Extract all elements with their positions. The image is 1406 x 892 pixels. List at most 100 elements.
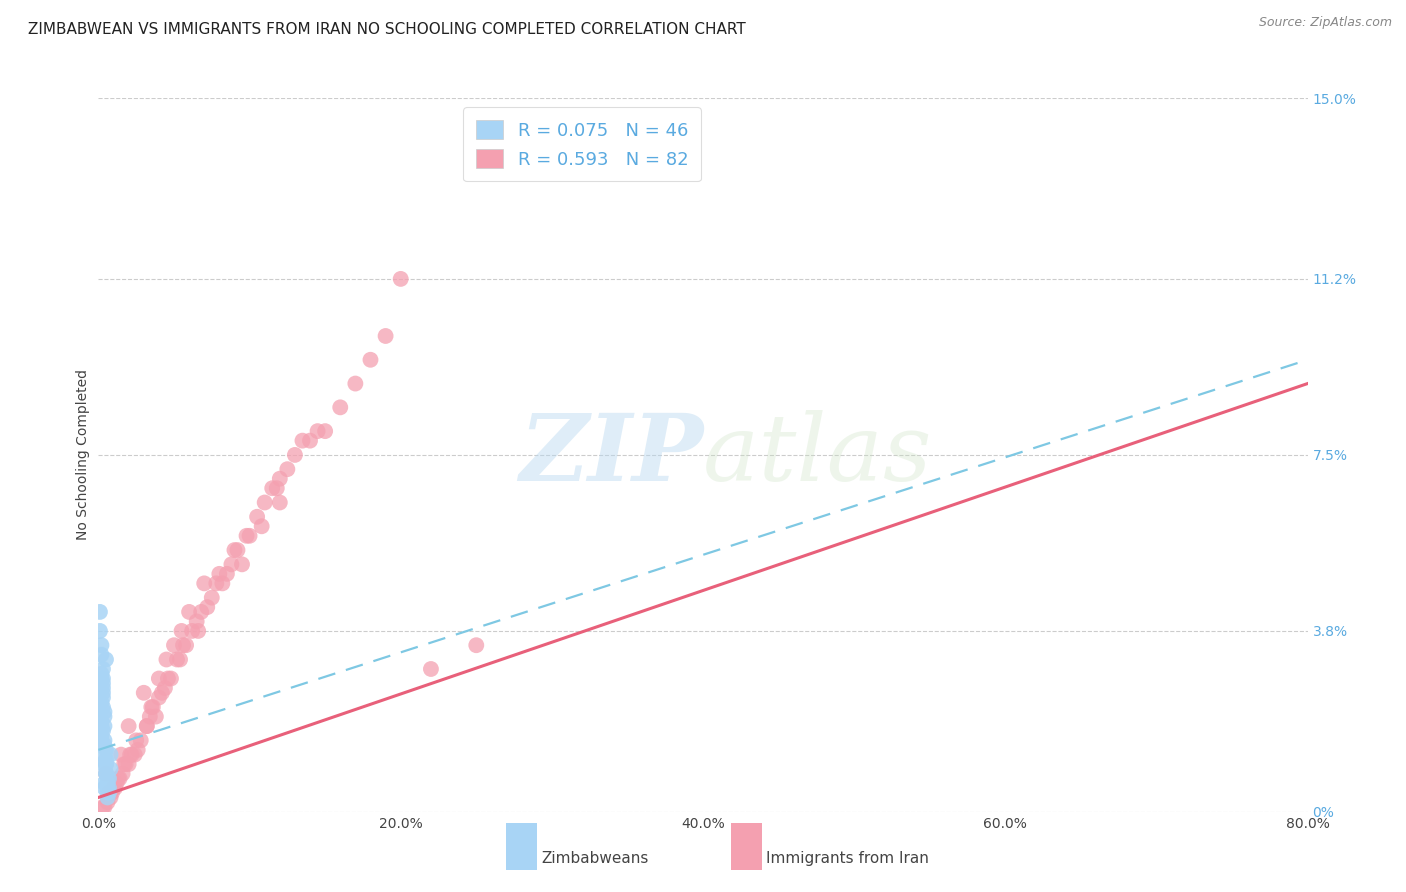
Point	[125, 733, 148, 747]
Point	[150, 686, 173, 700]
Point	[148, 672, 170, 686]
Point	[179, 605, 201, 619]
Point	[124, 747, 146, 762]
Point	[90, 666, 112, 681]
Point	[344, 376, 367, 391]
Point	[169, 652, 191, 666]
Point	[250, 519, 273, 533]
Point	[114, 757, 136, 772]
Point	[91, 757, 114, 772]
Point	[145, 709, 167, 723]
Point	[96, 790, 118, 805]
Point	[266, 481, 288, 495]
Point	[142, 700, 165, 714]
Point	[239, 529, 262, 543]
Point	[160, 672, 183, 686]
Point	[139, 709, 162, 723]
Point	[96, 776, 118, 790]
Point	[91, 690, 114, 705]
Point	[118, 719, 141, 733]
Y-axis label: No Schooling Completed: No Schooling Completed	[76, 369, 90, 541]
Point	[284, 448, 307, 462]
Point	[93, 776, 115, 790]
Point	[195, 600, 218, 615]
Point	[96, 780, 118, 795]
Point	[291, 434, 314, 448]
Point	[215, 566, 238, 581]
Point	[90, 648, 112, 662]
Point	[269, 472, 291, 486]
Point	[276, 462, 298, 476]
Point	[108, 772, 131, 786]
Point	[226, 543, 249, 558]
Point	[148, 690, 170, 705]
Point	[181, 624, 204, 638]
Point	[93, 705, 115, 719]
Point	[186, 615, 208, 629]
Point	[111, 766, 134, 780]
Point	[91, 700, 114, 714]
Point	[93, 738, 115, 752]
Point	[94, 766, 117, 780]
Point	[91, 676, 114, 690]
Point	[205, 576, 228, 591]
Text: Source: ZipAtlas.com: Source: ZipAtlas.com	[1258, 16, 1392, 29]
Point	[94, 752, 117, 766]
Point	[90, 672, 112, 686]
Point	[211, 576, 233, 591]
Point	[231, 558, 253, 572]
Point	[190, 605, 212, 619]
Point	[93, 747, 115, 762]
Point	[129, 733, 152, 747]
Text: Immigrants from Iran: Immigrants from Iran	[766, 852, 929, 866]
Point	[107, 772, 129, 786]
Point	[465, 638, 488, 652]
Point	[96, 776, 118, 790]
Point	[100, 762, 122, 776]
Point	[89, 605, 111, 619]
Point	[112, 757, 135, 772]
Point	[91, 681, 114, 695]
Point	[98, 780, 121, 795]
Point	[101, 786, 124, 800]
Point	[96, 795, 118, 809]
Point	[103, 780, 125, 795]
Point	[135, 719, 157, 733]
Point	[153, 681, 176, 695]
Point	[156, 672, 179, 686]
Point	[269, 495, 291, 509]
Point	[201, 591, 224, 605]
Point	[93, 733, 115, 747]
Point	[93, 709, 115, 723]
Point	[105, 776, 128, 790]
Point	[110, 747, 132, 762]
Text: ZIMBABWEAN VS IMMIGRANTS FROM IRAN NO SCHOOLING COMPLETED CORRELATION CHART: ZIMBABWEAN VS IMMIGRANTS FROM IRAN NO SC…	[28, 22, 745, 37]
Point	[91, 800, 114, 814]
Point	[94, 652, 117, 666]
Point	[193, 576, 215, 591]
Point	[118, 757, 141, 772]
Point	[221, 558, 243, 572]
Point	[121, 747, 143, 762]
Point	[172, 638, 194, 652]
Point	[94, 757, 117, 772]
Text: Zimbabweans: Zimbabweans	[541, 852, 648, 866]
Point	[90, 714, 112, 729]
Point	[94, 743, 117, 757]
Point	[94, 766, 117, 780]
Point	[90, 638, 112, 652]
Point	[100, 747, 122, 762]
Point	[93, 780, 115, 795]
Point	[224, 543, 246, 558]
Point	[374, 329, 396, 343]
Point	[96, 786, 118, 800]
Point	[170, 624, 193, 638]
Point	[420, 662, 443, 676]
Point	[389, 272, 412, 286]
Point	[163, 638, 186, 652]
Point	[132, 686, 155, 700]
Point	[307, 424, 329, 438]
Point	[89, 624, 111, 638]
Point	[98, 786, 121, 800]
Legend: R = 0.075   N = 46, R = 0.593   N = 82: R = 0.075 N = 46, R = 0.593 N = 82	[464, 107, 700, 181]
